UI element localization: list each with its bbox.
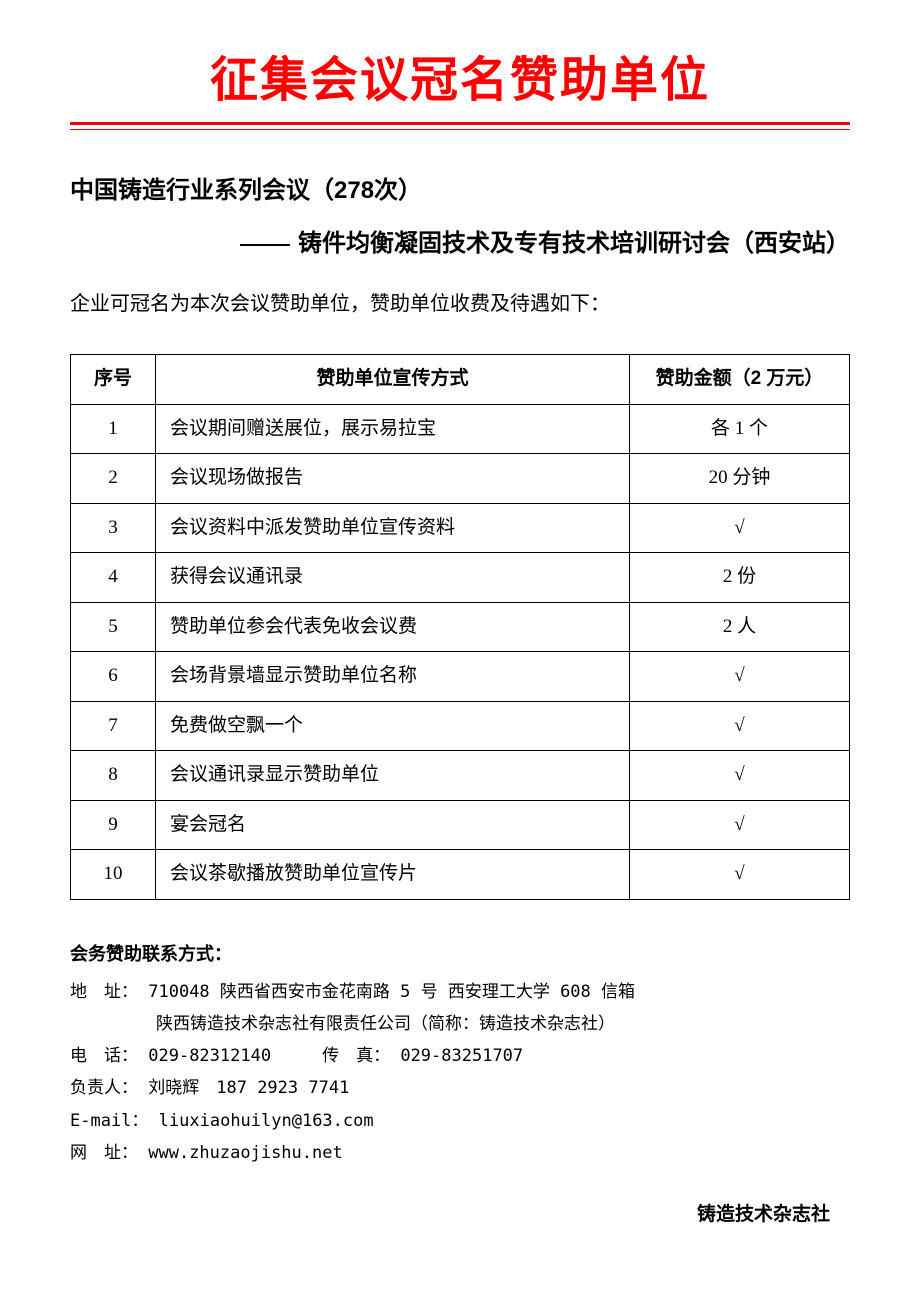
cell-method: 免费做空飘一个 — [156, 701, 630, 751]
cell-index: 1 — [71, 404, 156, 454]
cell-amount: √ — [630, 800, 850, 850]
contact-phone: 电 话： 029-82312140 传 真： 029-83251707 — [70, 1040, 850, 1072]
table-row: 9宴会冠名√ — [71, 800, 850, 850]
email-label: E-mail： — [70, 1105, 148, 1137]
cell-amount: √ — [630, 701, 850, 751]
fax-value: 029-83251707 — [400, 1046, 523, 1066]
contact-web: 网 址： www.zhuzaojishu.net — [70, 1137, 850, 1169]
contact-email: E-mail： liuxiaohuilyn@163.com — [70, 1105, 850, 1137]
header-method: 赞助单位宣传方式 — [156, 355, 630, 405]
cell-method: 会议茶歇播放赞助单位宣传片 — [156, 850, 630, 900]
cell-amount: 2 人 — [630, 602, 850, 652]
cell-index: 2 — [71, 454, 156, 504]
cell-index: 9 — [71, 800, 156, 850]
contact-title: 会务赞助联系方式： — [70, 940, 850, 966]
cell-method: 会议通讯录显示赞助单位 — [156, 751, 630, 801]
cell-method: 赞助单位参会代表免收会议费 — [156, 602, 630, 652]
header-amount: 赞助金额（2 万元） — [630, 355, 850, 405]
cell-index: 6 — [71, 652, 156, 702]
cell-amount: 2 份 — [630, 553, 850, 603]
phone-label: 电 话： — [70, 1040, 138, 1072]
cell-amount: √ — [630, 751, 850, 801]
table-row: 10会议茶歇播放赞助单位宣传片√ — [71, 850, 850, 900]
cell-method: 获得会议通讯录 — [156, 553, 630, 603]
title-underline — [70, 122, 850, 130]
subtitle-line-2: 铸件均衡凝固技术及专有技术培训研讨会（西安站） — [70, 223, 850, 258]
cell-method: 宴会冠名 — [156, 800, 630, 850]
cell-index: 10 — [71, 850, 156, 900]
web-value: www.zhuzaojishu.net — [148, 1143, 342, 1163]
cell-amount: √ — [630, 503, 850, 553]
cell-amount: √ — [630, 652, 850, 702]
cell-index: 3 — [71, 503, 156, 553]
sponsorship-table: 序号 赞助单位宣传方式 赞助金额（2 万元） 1会议期间赠送展位，展示易拉宝各 … — [70, 354, 850, 900]
cell-index: 5 — [71, 602, 156, 652]
header-index: 序号 — [71, 355, 156, 405]
contact-address-2: 陕西铸造技术杂志社有限责任公司（简称：铸造技术杂志社） — [70, 1008, 850, 1040]
cell-index: 7 — [71, 701, 156, 751]
footer-signature: 铸造技术杂志社 — [70, 1199, 850, 1226]
cell-method: 会议期间赠送展位，展示易拉宝 — [156, 404, 630, 454]
fax-label: 传 真： — [322, 1040, 390, 1072]
table-row: 8会议通讯录显示赞助单位√ — [71, 751, 850, 801]
cell-index: 8 — [71, 751, 156, 801]
person-label: 负责人： — [70, 1072, 138, 1104]
email-value: liuxiaohuilyn@163.com — [159, 1111, 374, 1131]
table-row: 1会议期间赠送展位，展示易拉宝各 1 个 — [71, 404, 850, 454]
cell-method: 会议资料中派发赞助单位宣传资料 — [156, 503, 630, 553]
dash-line — [240, 244, 290, 246]
intro-text: 企业可冠名为本次会议赞助单位，赞助单位收费及待遇如下： — [70, 286, 850, 322]
cell-amount: √ — [630, 850, 850, 900]
cell-index: 4 — [71, 553, 156, 603]
cell-amount: 各 1 个 — [630, 404, 850, 454]
cell-method: 会议现场做报告 — [156, 454, 630, 504]
subtitle-line-1: 中国铸造行业系列会议（278次） — [70, 170, 850, 205]
table-row: 3会议资料中派发赞助单位宣传资料√ — [71, 503, 850, 553]
table-row: 2会议现场做报告20 分钟 — [71, 454, 850, 504]
table-row: 4获得会议通讯录2 份 — [71, 553, 850, 603]
web-label: 网 址： — [70, 1137, 138, 1169]
address-value-1: 710048 陕西省西安市金花南路 5 号 西安理工大学 608 信箱 — [148, 982, 635, 1002]
contact-person: 负责人： 刘晓辉 187 2923 7741 — [70, 1072, 850, 1104]
cell-amount: 20 分钟 — [630, 454, 850, 504]
table-row: 5赞助单位参会代表免收会议费2 人 — [71, 602, 850, 652]
table-row: 6会场背景墙显示赞助单位名称√ — [71, 652, 850, 702]
contact-address-1: 地 址： 710048 陕西省西安市金花南路 5 号 西安理工大学 608 信箱 — [70, 976, 850, 1008]
table-header-row: 序号 赞助单位宣传方式 赞助金额（2 万元） — [71, 355, 850, 405]
table-row: 7免费做空飘一个√ — [71, 701, 850, 751]
address-label: 地 址： — [70, 976, 138, 1008]
phone-value: 029-82312140 — [148, 1046, 271, 1066]
cell-method: 会场背景墙显示赞助单位名称 — [156, 652, 630, 702]
subtitle-line-2-text: 铸件均衡凝固技术及专有技术培训研讨会（西安站） — [298, 230, 850, 257]
main-title: 征集会议冠名赞助单位 — [70, 40, 850, 110]
person-value: 刘晓辉 187 2923 7741 — [148, 1078, 349, 1098]
